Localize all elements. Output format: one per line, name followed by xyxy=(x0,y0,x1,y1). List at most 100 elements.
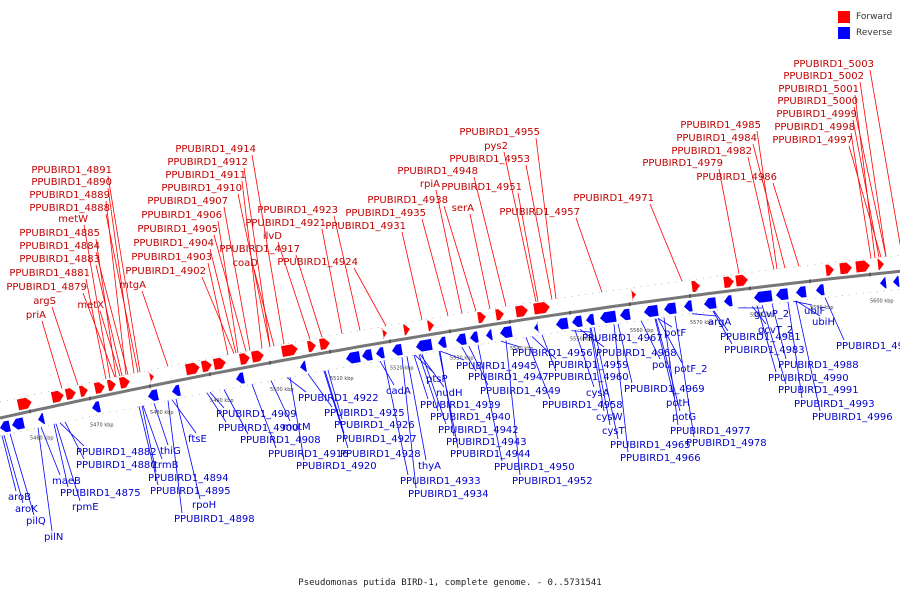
reverse-gene-label: thiG xyxy=(160,446,181,457)
forward-gene-label: serA xyxy=(452,203,474,214)
reverse-gene-label: PPUBIRD1_4977 xyxy=(670,426,751,437)
forward-leader-line xyxy=(353,267,387,327)
forward-leader-line xyxy=(859,81,887,257)
forward-leader-line xyxy=(213,234,247,352)
reverse-gene-label: PPUBIRD1_4942 xyxy=(438,425,519,436)
reverse-gene-arrow xyxy=(236,372,245,384)
forward-leader-line xyxy=(473,176,507,307)
forward-gene-label: priA xyxy=(26,310,46,321)
reverse-gene-label: rpoH xyxy=(192,500,216,511)
forward-gene-arrow xyxy=(403,324,410,336)
reverse-gene-label: ubiH xyxy=(812,317,835,328)
forward-leader-line xyxy=(718,168,740,274)
forward-leader-line xyxy=(83,224,111,379)
forward-leader-line xyxy=(251,154,285,345)
reverse-leader-line xyxy=(175,398,201,500)
reverse-gene-label: PPUBIRD1_4882 xyxy=(76,447,157,458)
reverse-gene-label: cysW xyxy=(596,412,623,423)
forward-gene-label: PPUBIRD1_4912 xyxy=(167,157,248,168)
forward-gene-label: argS xyxy=(33,296,56,307)
forward-gene-label: pys2 xyxy=(484,141,508,152)
reverse-gene-label: ptsP xyxy=(426,374,448,385)
forward-gene-arrow xyxy=(427,320,434,332)
reverse-leader-line xyxy=(824,297,845,341)
forward-leader-line xyxy=(435,189,463,314)
forward-gene-label: PPUBIRD1_4997 xyxy=(772,135,853,146)
reverse-leader-line xyxy=(654,318,675,398)
reverse-leader-line xyxy=(655,318,681,412)
legend-reverse: Reverse xyxy=(838,25,892,41)
forward-leader-line xyxy=(105,213,139,373)
forward-leader-line xyxy=(333,215,361,331)
reverse-gene-arrow xyxy=(684,300,693,312)
reverse-gene-label: thyA xyxy=(418,461,441,472)
forward-gene-label: PPUBIRD1_4885 xyxy=(19,228,100,239)
reverse-gene-label: PPUBIRD1_4922 xyxy=(298,393,379,404)
forward-gene-label: PPUBIRD1_4951 xyxy=(441,182,522,193)
forward-gene-labels: priA argS PPUBIRD1_4879 PPUBIRD1_4881 PPUBIR… xyxy=(6,59,874,321)
forward-gene-arrow xyxy=(877,259,884,271)
reverse-gene-arrow xyxy=(644,304,659,317)
reverse-leader-line xyxy=(324,370,345,434)
reverse-gene-arrow xyxy=(816,284,825,296)
reverse-leader-line xyxy=(53,424,69,488)
reverse-leader-line xyxy=(206,392,227,423)
reverse-leader-line xyxy=(439,350,465,361)
reverse-gene-label: ubiF xyxy=(804,306,825,317)
reverse-leader-line xyxy=(590,327,611,426)
forward-gene-arrow xyxy=(78,385,88,397)
forward-gene-arrow xyxy=(825,264,834,276)
forward-leader-line xyxy=(207,262,229,355)
tick-label: 5570 kbp xyxy=(690,320,714,326)
reverse-leader-line xyxy=(691,313,717,317)
forward-leader-line xyxy=(295,254,323,338)
reverse-gene-arrow xyxy=(600,310,617,324)
forward-gene-label: PPUBIRD1_4914 xyxy=(175,144,256,155)
reverse-leader-line xyxy=(64,421,85,460)
reverse-gene-label: PPUBIRD1_4958 xyxy=(542,400,623,411)
forward-leader-line xyxy=(107,187,135,374)
forward-gene-label: PPUBIRD1_4906 xyxy=(141,210,222,221)
reverse-gene-arrow xyxy=(12,417,25,430)
forward-gene-arrow xyxy=(147,371,154,383)
forward-gene-arrow xyxy=(106,379,116,392)
reverse-leader-line xyxy=(251,384,277,449)
forward-gene-arrow xyxy=(381,328,387,340)
forward-leader-line xyxy=(201,276,235,354)
tick-label: 5560 kbp xyxy=(630,328,654,334)
forward-gene-label: PPUBIRD1_5002 xyxy=(783,71,864,82)
forward-leader-line xyxy=(99,310,121,377)
reverse-leader-line xyxy=(761,304,787,385)
reverse-leader-line xyxy=(141,405,157,473)
reverse-leader-line xyxy=(787,301,803,399)
forward-leader-line xyxy=(82,292,116,378)
forward-gene-label: PPUBIRD1_4953 xyxy=(449,154,530,165)
reverse-gene-label: PPUBIRD1_4996 xyxy=(812,412,893,423)
reverse-leader-line xyxy=(55,423,81,502)
reverse-leader-line xyxy=(40,426,61,476)
reverse-gene-label: PPUBIRD1_4966 xyxy=(620,453,701,464)
forward-leader-line xyxy=(535,137,557,299)
reverse-gene-arrow xyxy=(796,286,807,298)
forward-gene-label: PPUBIRD1_4938 xyxy=(367,195,448,206)
forward-leader-line xyxy=(525,164,553,300)
tick-label: 5580 kbp xyxy=(750,312,774,318)
reverse-gene-label: PPUBIRD1_4960 xyxy=(548,372,629,383)
reverse-gene-label: PPUBIRD1_4988 xyxy=(778,360,859,371)
reverse-leader-line xyxy=(477,344,503,462)
reverse-gene-arrow xyxy=(172,384,181,397)
forward-gene-label: metX xyxy=(77,300,104,311)
forward-gene-label: PPUBIRD1_4979 xyxy=(642,158,723,169)
reverse-leader-line xyxy=(323,370,349,449)
reverse-leader-line xyxy=(663,317,679,426)
reverse-gene-arrow xyxy=(92,401,101,413)
reverse-gene-label: PPUBIRD1_4880 xyxy=(76,460,157,471)
reverse-gene-label: PPUBIRD1_4925 xyxy=(324,408,405,419)
reverse-leader-line xyxy=(327,370,343,420)
tick-label: 5550 kbp xyxy=(570,337,594,343)
reverse-leader-line xyxy=(541,334,557,372)
reverse-gene-label: pilN xyxy=(44,532,63,543)
forward-gene-label: PPUBIRD1_4999 xyxy=(776,109,857,120)
forward-leader-line xyxy=(772,182,800,267)
